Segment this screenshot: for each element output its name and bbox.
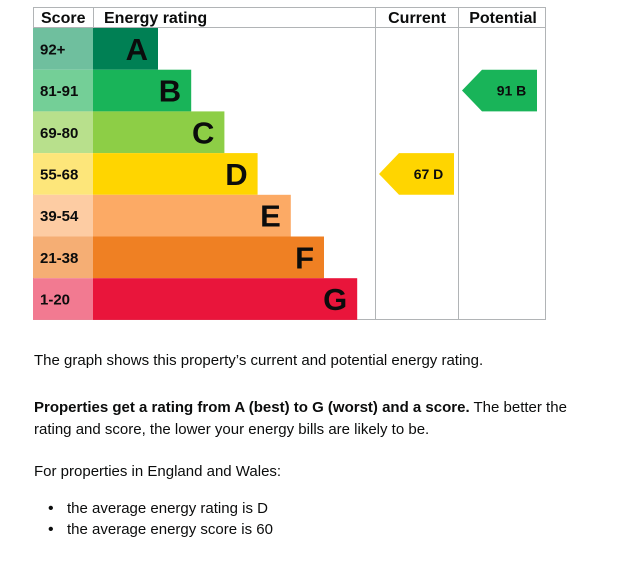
- energy-rating-header: Energy rating: [104, 10, 207, 27]
- rating-explanation-rest: The better the rating and score, the low…: [34, 399, 567, 438]
- band-bar-d: [93, 153, 258, 195]
- potential-marker-label: 91 B: [497, 83, 527, 99]
- score-cell-a: [33, 28, 93, 70]
- score-cell-f: [33, 236, 93, 279]
- band-letter-a: A: [126, 32, 148, 67]
- regions-text: For properties in England and Wales:: [34, 463, 282, 480]
- score-label-b: 81-91: [40, 83, 78, 100]
- band-letter-e: E: [260, 199, 281, 234]
- score-cell-b: [33, 69, 93, 112]
- band-letter-d: D: [225, 157, 247, 192]
- band-bar-g: [93, 278, 358, 320]
- energy-rating-chart: Score Energy rating Current Potential 92…: [33, 7, 546, 320]
- rating-markers: 67 D 91 B: [379, 69, 537, 195]
- potential-header: Potential: [469, 10, 537, 27]
- average-rating-item: the average energy rating is D: [34, 498, 273, 519]
- current-marker: [379, 153, 454, 195]
- score-label-g: 1-20: [40, 292, 70, 309]
- band-bar-b: [93, 69, 192, 112]
- rating-explanation-bold: Properties get a rating from A (best) to…: [34, 399, 470, 416]
- band-letter-f: F: [295, 240, 314, 275]
- score-label-c: 69-80: [40, 125, 78, 142]
- band-letter-c: C: [192, 115, 214, 150]
- average-list: the average energy rating is D the avera…: [34, 498, 273, 540]
- average-score-item: the average energy score is 60: [34, 519, 273, 540]
- current-marker-label: 67 D: [414, 166, 444, 182]
- current-header: Current: [388, 10, 446, 27]
- band-letter-b: B: [159, 74, 181, 109]
- rating-bands: 92+ A 81-91 B 69-80 C 55-68 D 39-54 E 21-38 F 1-20 G: [33, 28, 358, 320]
- rating-explanation: Properties get a rating from A (best) to…: [34, 397, 594, 441]
- band-bar-a: [93, 28, 158, 70]
- band-bar-c: [93, 111, 225, 154]
- score-header: Score: [41, 10, 86, 27]
- score-cell-e: [33, 194, 93, 237]
- score-cell-d: [33, 153, 93, 195]
- band-bar-e: [93, 194, 291, 237]
- band-letter-g: G: [323, 282, 347, 317]
- potential-marker: [462, 69, 537, 112]
- score-label-d: 55-68: [40, 166, 78, 183]
- score-label-e: 39-54: [40, 208, 79, 225]
- score-label-f: 21-38: [40, 250, 78, 267]
- score-label-a: 92+: [40, 41, 66, 58]
- score-cell-g: [33, 278, 93, 320]
- intro-text: The graph shows this property’s current …: [34, 352, 484, 369]
- band-bar-f: [93, 236, 324, 279]
- score-cell-c: [33, 111, 93, 154]
